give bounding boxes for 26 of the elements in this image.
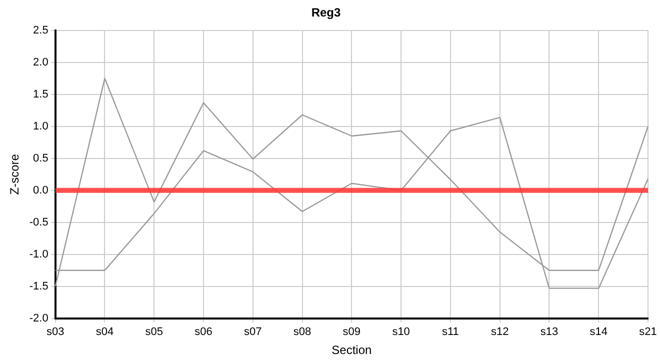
x-tick-label: s12 bbox=[490, 326, 509, 338]
y-tick-label: -2.0 bbox=[29, 312, 48, 324]
y-tick-label: 0.0 bbox=[33, 184, 48, 196]
x-tick-label: s11 bbox=[442, 326, 459, 338]
x-tick-label: s04 bbox=[96, 326, 114, 338]
x-tick-label: s05 bbox=[145, 326, 164, 338]
chart-title: Reg3 bbox=[311, 6, 341, 20]
x-tick-label: s13 bbox=[540, 326, 558, 338]
y-tick-label: -1.0 bbox=[29, 248, 48, 260]
y-axis-title: Z-score bbox=[8, 154, 22, 195]
x-tick-label: s21 bbox=[639, 326, 657, 338]
x-tick-label: s10 bbox=[392, 326, 410, 338]
x-tick-label: s09 bbox=[342, 326, 361, 338]
x-tick-label: s14 bbox=[590, 326, 608, 338]
y-tick-label: 0.5 bbox=[33, 152, 48, 164]
x-tick-label: s03 bbox=[46, 326, 64, 338]
y-tick-label: -0.5 bbox=[29, 216, 48, 228]
y-tick-label: 2.0 bbox=[33, 56, 48, 68]
x-axis-title: Section bbox=[332, 343, 372, 358]
y-tick-label: -1.5 bbox=[29, 280, 48, 292]
y-tick-label: 1.5 bbox=[33, 88, 48, 100]
y-tick-label: 2.5 bbox=[33, 24, 48, 36]
y-tick-label: 1.0 bbox=[33, 120, 48, 132]
x-tick-label: s07 bbox=[244, 326, 262, 338]
x-tick-label: s06 bbox=[194, 326, 212, 338]
x-tick-label: s08 bbox=[293, 326, 312, 338]
